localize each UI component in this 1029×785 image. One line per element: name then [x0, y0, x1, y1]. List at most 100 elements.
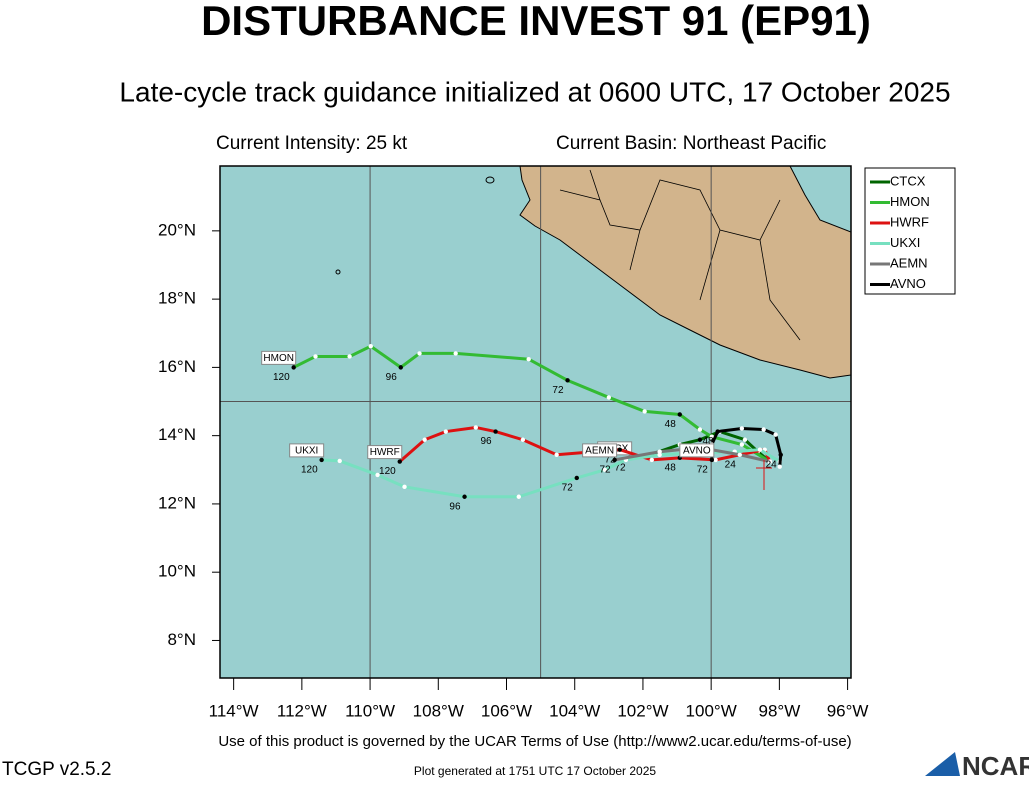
version: TCGP v2.5.2	[2, 759, 111, 780]
legend-label: HMON	[890, 194, 930, 209]
end-label: HWRF	[370, 447, 400, 458]
x-tick-label: 110°W	[345, 701, 395, 720]
hour-label: 48	[665, 419, 677, 430]
track-point	[520, 437, 526, 442]
hour-label: 48	[703, 436, 715, 447]
track-point	[417, 351, 422, 356]
map-frame	[219, 165, 852, 679]
island	[335, 269, 341, 275]
island	[485, 176, 495, 184]
track-point	[715, 429, 720, 434]
y-tick-label: 16°N	[158, 357, 196, 376]
y-tick-label: 12°N	[158, 493, 196, 512]
track-point	[709, 457, 715, 463]
track-point	[737, 452, 743, 457]
track-point	[493, 429, 498, 434]
end-box	[367, 445, 403, 460]
track-point	[368, 344, 373, 349]
track-point	[347, 354, 352, 359]
hour-label: 96	[480, 436, 492, 447]
track-line	[710, 426, 783, 467]
terms: Use of this product is governed by the U…	[218, 733, 851, 750]
title: DISTURBANCE INVEST 91 (EP91)	[201, 0, 871, 44]
track-point	[742, 437, 748, 442]
track-point	[516, 494, 521, 499]
basin: Current Basin: Northeast Pacific	[556, 133, 826, 154]
track-point	[443, 429, 448, 434]
x-tick-label: 104°W	[549, 701, 600, 720]
track-point	[612, 457, 617, 463]
hour-label: 96	[386, 372, 398, 383]
track-point	[697, 437, 703, 442]
track-point	[375, 472, 380, 478]
track-point	[574, 475, 579, 481]
track-point	[617, 447, 622, 452]
track-line	[293, 344, 771, 463]
track-point	[319, 457, 324, 463]
x-tick-label: 112°W	[277, 701, 327, 720]
y-tick-label: 10°N	[158, 562, 196, 581]
track-point	[397, 459, 402, 464]
hour-label: 72	[552, 385, 564, 396]
track-point	[761, 427, 766, 432]
y-tick-label: 8°N	[167, 630, 196, 649]
x-tick-label: 114°W	[209, 701, 259, 720]
legend-label: CTCX	[890, 173, 926, 188]
hour-label: 24	[766, 459, 778, 470]
legend-label: HWRF	[890, 214, 929, 229]
intensity: Current Intensity: 25 kt	[216, 133, 408, 154]
end-box	[582, 443, 618, 458]
land	[335, 166, 851, 379]
hour-label: 72	[562, 483, 574, 494]
mexico	[519, 166, 851, 379]
track-point	[565, 378, 570, 383]
track-point	[291, 365, 296, 370]
hour-label: 120	[379, 466, 396, 477]
hour-label: 72	[615, 462, 627, 473]
track-point	[739, 426, 745, 431]
hour-label: 120	[301, 465, 318, 476]
track-point	[697, 427, 703, 432]
track-point	[773, 432, 778, 437]
end-box	[261, 350, 297, 365]
track-point	[398, 365, 403, 370]
track-point	[402, 484, 407, 490]
track-point	[778, 452, 783, 457]
track-point	[526, 356, 531, 362]
track-point	[313, 354, 318, 359]
x-tick-label: 100°W	[686, 701, 737, 720]
track-point	[337, 458, 342, 464]
end-label: UKXI	[295, 446, 318, 457]
end-box	[289, 443, 325, 458]
track-point	[649, 457, 655, 463]
y-tick-label: 18°N	[158, 289, 196, 308]
legend-label: UKXI	[890, 235, 920, 250]
x-tick-label: 96°W	[827, 701, 869, 720]
end-label: AEMN	[585, 446, 614, 457]
track-point	[422, 437, 427, 442]
track-point	[453, 351, 458, 356]
logo-mark	[925, 752, 960, 776]
end-label: AVNO	[683, 446, 711, 457]
legend-box	[864, 167, 956, 295]
subtitle: Late-cycle track guidance initialized at…	[119, 76, 950, 107]
state-borders	[559, 169, 801, 341]
end-label: HMON	[263, 353, 294, 364]
x-tick-label: 102°W	[617, 701, 668, 720]
track-point	[642, 409, 647, 414]
track-point	[554, 452, 559, 457]
current-position	[756, 460, 772, 490]
hour-label: 120	[273, 372, 290, 383]
x-tick-label: 108°W	[413, 701, 464, 720]
hour-label: 72	[600, 465, 612, 476]
track-point	[709, 434, 715, 439]
track-point	[757, 447, 763, 452]
logo: NCAR	[962, 751, 1029, 780]
track-point	[677, 412, 682, 417]
track-point	[606, 395, 612, 400]
hour-label: 72	[697, 465, 709, 476]
track-point	[602, 467, 607, 472]
x-tick-label: 106°W	[481, 701, 532, 720]
track-point	[657, 452, 662, 457]
